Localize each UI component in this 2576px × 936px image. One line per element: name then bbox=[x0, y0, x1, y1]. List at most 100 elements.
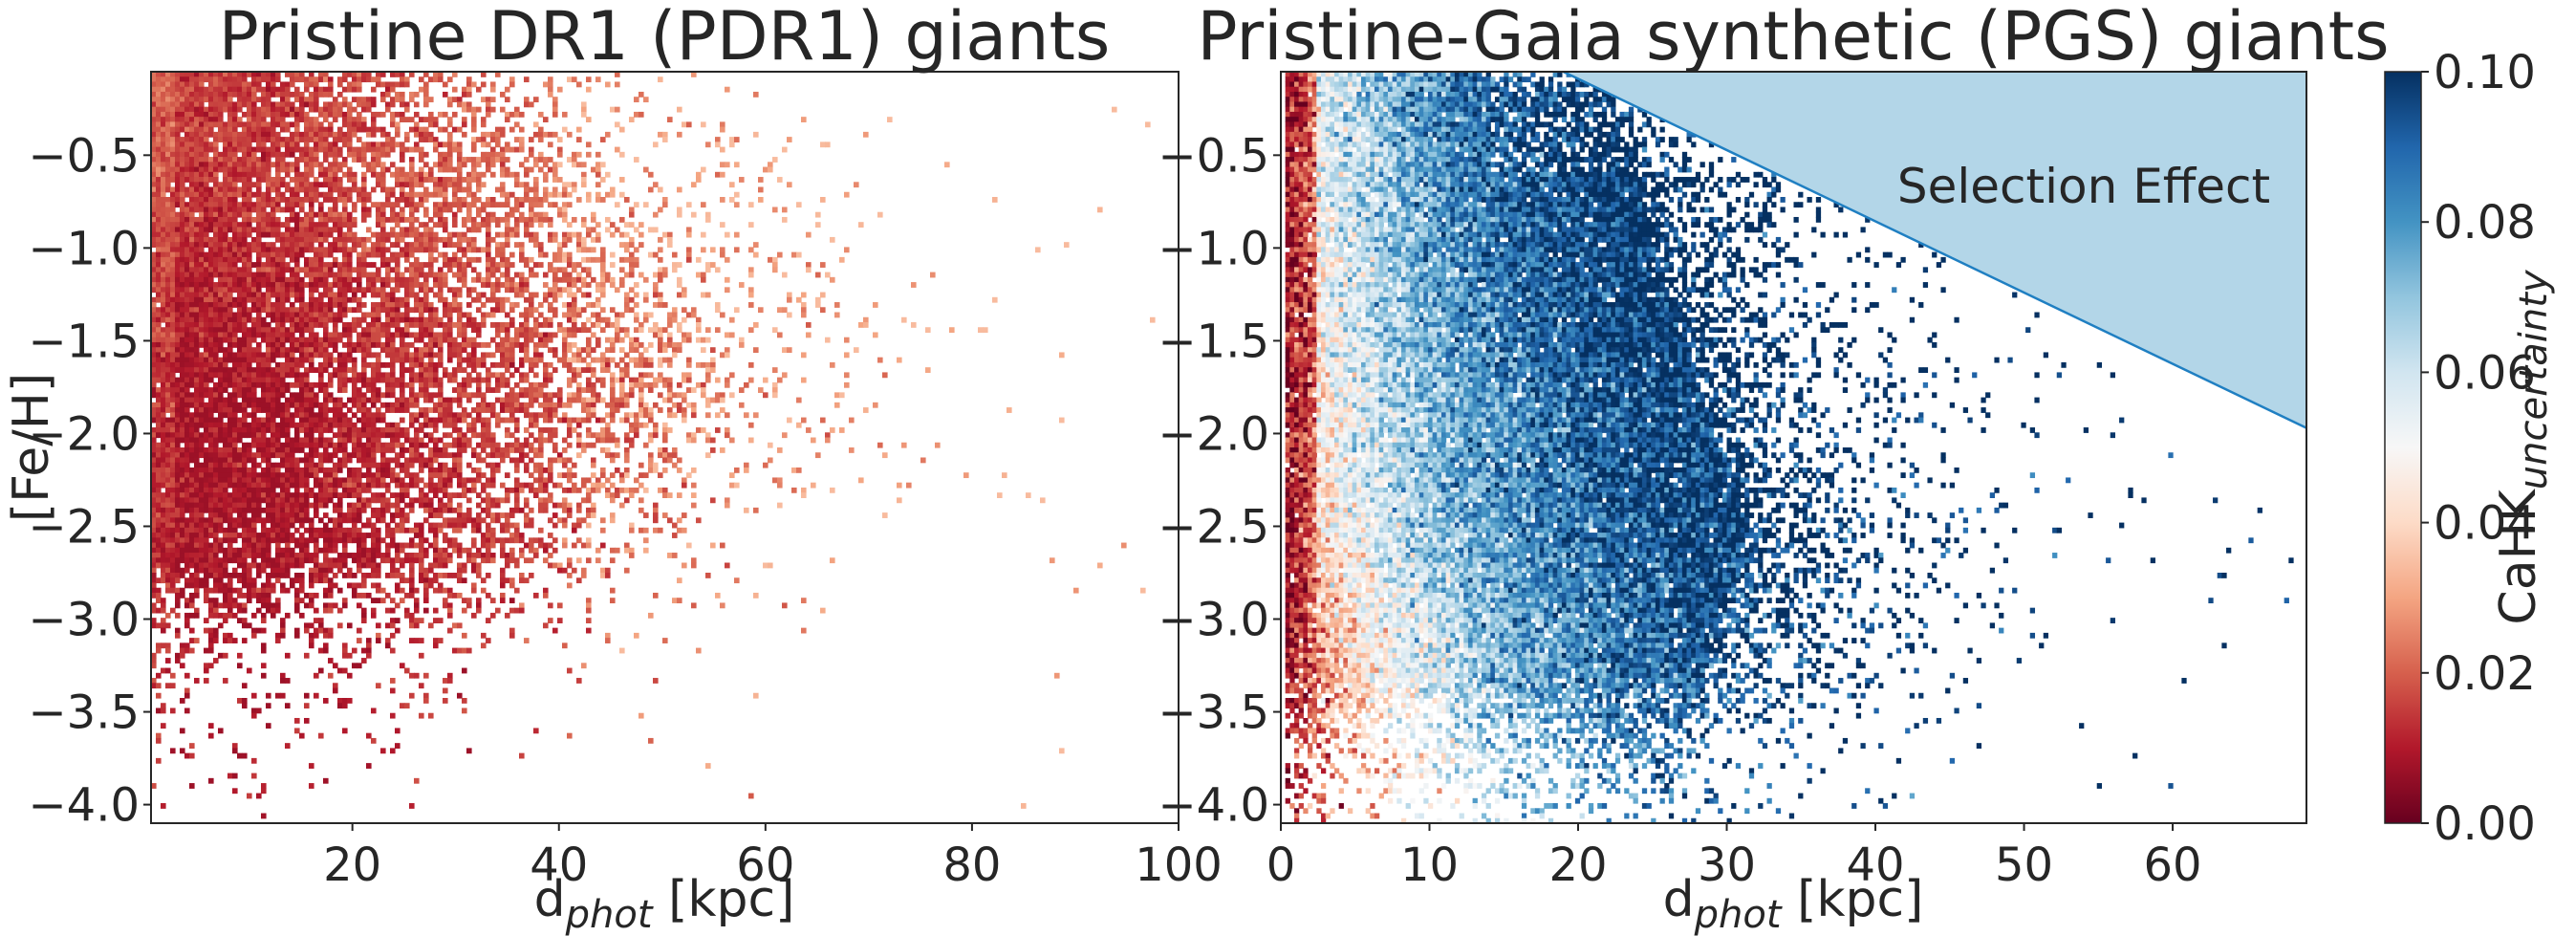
left-heatmap-cell bbox=[227, 542, 233, 549]
left-heatmap-cell bbox=[175, 407, 181, 413]
left-heatmap-cell bbox=[251, 91, 257, 98]
left-heatmap-cell bbox=[247, 502, 252, 509]
left-heatmap-cell bbox=[199, 537, 205, 544]
left-heatmap-cell bbox=[218, 81, 224, 88]
left-heatmap-cell bbox=[261, 422, 267, 428]
left-heatmap-cell bbox=[294, 121, 300, 128]
left-heatmap-cell bbox=[218, 186, 224, 193]
left-heatmap-cell bbox=[232, 247, 238, 253]
left-heatmap-cell bbox=[371, 437, 377, 444]
left-heatmap-cell bbox=[280, 377, 286, 383]
left-heatmap-cell bbox=[227, 166, 233, 173]
left-heatmap-cell bbox=[275, 437, 281, 444]
left-heatmap-cell bbox=[342, 242, 348, 248]
left-heatmap-cell bbox=[337, 377, 343, 383]
left-heatmap-cell bbox=[170, 527, 176, 533]
left-heatmap-cell bbox=[395, 547, 400, 554]
left-heatmap-cell bbox=[266, 251, 271, 258]
left-heatmap-cell bbox=[165, 292, 171, 298]
left-heatmap-cell bbox=[395, 197, 400, 203]
left-heatmap-cell bbox=[251, 627, 257, 634]
left-heatmap-cell bbox=[165, 577, 171, 584]
left-heatmap-cell bbox=[395, 126, 400, 133]
left-heatmap-cell bbox=[194, 302, 200, 308]
left-heatmap-cell bbox=[294, 287, 300, 294]
left-heatmap-cell bbox=[175, 111, 181, 118]
left-heatmap-cell bbox=[242, 361, 248, 368]
left-heatmap-cell bbox=[223, 146, 228, 153]
left-heatmap-cell bbox=[165, 327, 171, 334]
left-heatmap-cell bbox=[170, 86, 176, 93]
left-heatmap-cell bbox=[309, 397, 314, 403]
left-heatmap-cell bbox=[180, 361, 185, 368]
left-heatmap-cell bbox=[180, 267, 185, 273]
left-heatmap-cell bbox=[395, 432, 400, 439]
left-heatmap-cell bbox=[366, 287, 372, 294]
left-heatmap-cell bbox=[285, 533, 291, 538]
left-heatmap-cell bbox=[223, 276, 228, 283]
left-heatmap-cell bbox=[180, 191, 185, 198]
left-heatmap-cell bbox=[294, 347, 300, 354]
left-heatmap-cell bbox=[251, 242, 257, 248]
left-heatmap-cell bbox=[247, 282, 252, 288]
left-heatmap-cell bbox=[299, 186, 305, 193]
left-heatmap-cell bbox=[400, 236, 405, 243]
left-heatmap-cell bbox=[400, 557, 405, 564]
left-heatmap-cell bbox=[337, 242, 343, 248]
left-heatmap-cell bbox=[314, 81, 319, 88]
left-heatmap-cell bbox=[218, 522, 224, 529]
left-heatmap-cell bbox=[184, 533, 190, 538]
left-heatmap-cell bbox=[175, 171, 181, 178]
left-heatmap-cell bbox=[165, 162, 171, 168]
left-heatmap-cell bbox=[261, 507, 267, 513]
left-heatmap-cell bbox=[385, 352, 391, 359]
left-heatmap-cell bbox=[261, 598, 267, 604]
left-heatmap-cell bbox=[208, 307, 214, 314]
left-heatmap-cell bbox=[299, 492, 305, 498]
left-heatmap-cell bbox=[352, 647, 357, 654]
left-heatmap-cell bbox=[357, 101, 362, 108]
left-heatmap-cell bbox=[189, 292, 195, 298]
left-heatmap-cell bbox=[275, 146, 281, 153]
left-heatmap-cell bbox=[376, 587, 381, 594]
left-heatmap-cell bbox=[290, 577, 295, 584]
left-heatmap-cell bbox=[232, 598, 238, 604]
left-heatmap-cell bbox=[242, 86, 248, 93]
left-heatmap-cell bbox=[156, 462, 162, 468]
left-heatmap-cell bbox=[261, 307, 267, 314]
left-heatmap-cell bbox=[194, 117, 200, 122]
left-heatmap-cell bbox=[161, 216, 166, 223]
left-panel: Pristine DR1 (PDR1) giants 20 40 60 80 100 −… bbox=[3, 0, 1223, 936]
left-heatmap-cell bbox=[156, 72, 162, 77]
left-heatmap-cell bbox=[333, 477, 338, 484]
left-heatmap-cell bbox=[271, 377, 276, 383]
left-heatmap-cell bbox=[223, 367, 228, 373]
left-heatmap-cell bbox=[194, 347, 200, 354]
left-heatmap-cell bbox=[199, 197, 205, 203]
left-heatmap-cell bbox=[385, 81, 391, 88]
left-heatmap-cell bbox=[180, 397, 185, 403]
left-heatmap-cell bbox=[261, 542, 267, 549]
left-heatmap-cell bbox=[242, 186, 248, 193]
left-heatmap-cell bbox=[165, 357, 171, 363]
left-heatmap-cell bbox=[237, 587, 243, 594]
left-heatmap-cell bbox=[380, 251, 386, 258]
left-heatmap-cell bbox=[256, 422, 262, 428]
left-heatmap-cell bbox=[366, 467, 372, 473]
left-heatmap-cell bbox=[170, 222, 176, 229]
left-heatmap-cell bbox=[218, 202, 224, 208]
left-heatmap-cell bbox=[247, 332, 252, 338]
left-heatmap-cell bbox=[376, 327, 381, 334]
left-heatmap-cell bbox=[323, 211, 329, 218]
left-heatmap-cell bbox=[251, 332, 257, 338]
left-heatmap-cell bbox=[280, 162, 286, 168]
left-heatmap-cell bbox=[256, 462, 262, 468]
left-heatmap-cell bbox=[232, 111, 238, 118]
left-heatmap-cell bbox=[309, 327, 314, 334]
left-heatmap-cell bbox=[400, 482, 405, 489]
left-heatmap-cell bbox=[247, 296, 252, 303]
left-heatmap-cell bbox=[376, 211, 381, 218]
left-heatmap-cell bbox=[175, 247, 181, 253]
left-heatmap-cell bbox=[366, 442, 372, 448]
left-heatmap-cell bbox=[199, 141, 205, 148]
